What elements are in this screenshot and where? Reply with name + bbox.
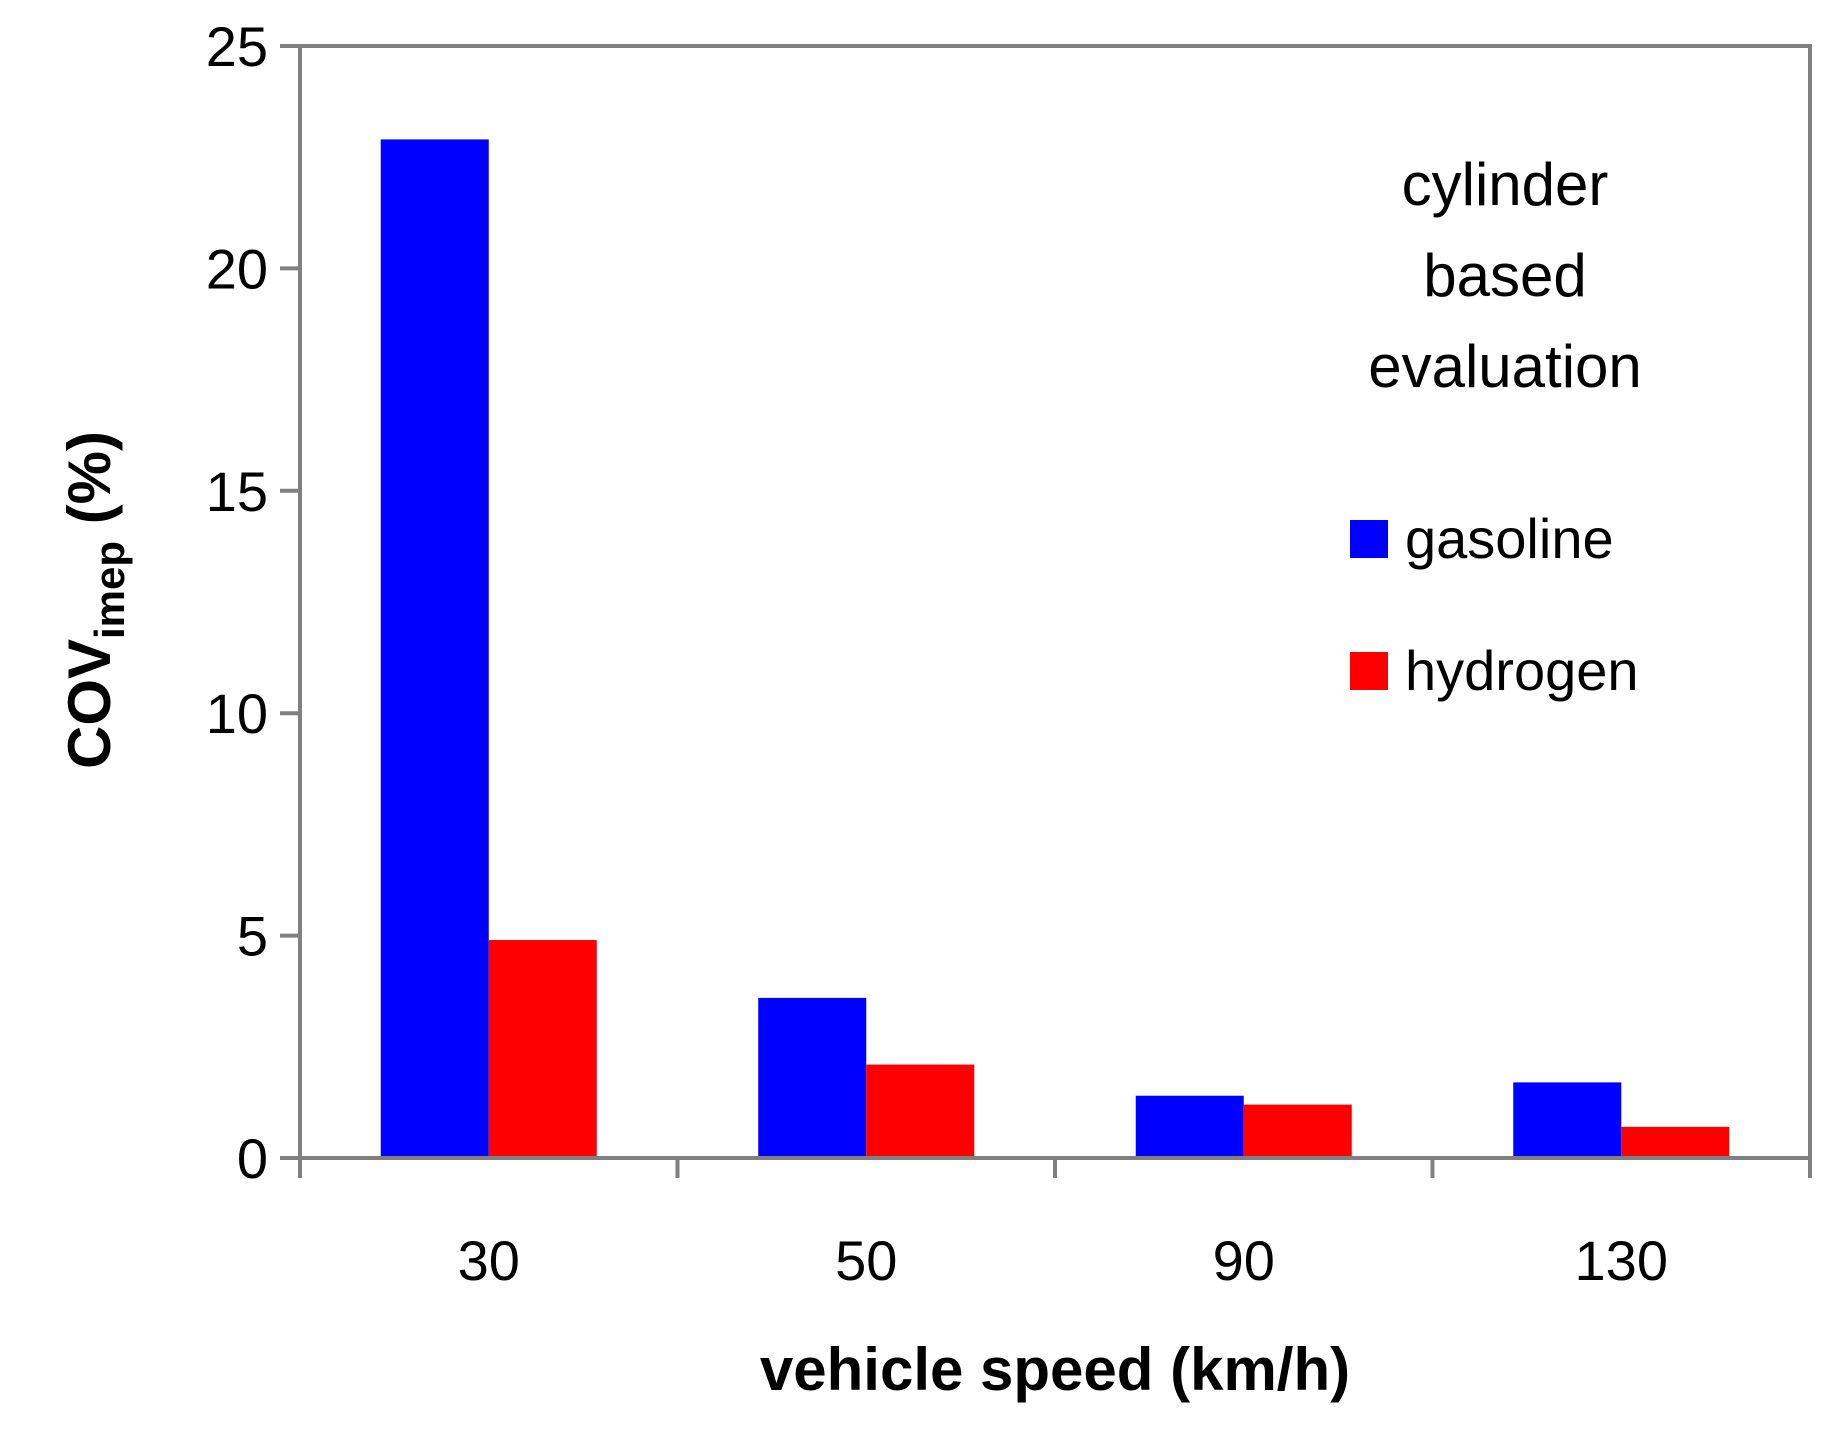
legend-swatch-gasoline: [1350, 520, 1388, 558]
y-tick-label: 25: [206, 15, 268, 78]
legend-label-gasoline: gasoline: [1405, 507, 1614, 570]
bar-hydrogen-50: [866, 1064, 975, 1158]
legend-label-hydrogen: hydrogen: [1405, 639, 1639, 702]
plot-area-border: [298, 44, 1812, 1160]
bar-hydrogen-130: [1621, 1126, 1730, 1158]
y-axis-title-suffix: (%): [56, 431, 123, 541]
y-axis-title: COVimep (%): [56, 431, 133, 769]
y-tick-label: 5: [237, 905, 268, 968]
x-tick-label: 30: [458, 1229, 520, 1292]
bars-group: [380, 139, 1730, 1158]
bar-gasoline-50: [758, 997, 867, 1158]
bar-hydrogen-90: [1243, 1104, 1352, 1158]
x-tick-label: 50: [835, 1229, 897, 1292]
bar-gasoline-90: [1135, 1095, 1244, 1158]
bar-gasoline-30: [380, 139, 489, 1158]
legend-swatch-hydrogen: [1350, 652, 1388, 690]
y-tick-label: 20: [206, 237, 268, 300]
bar-gasoline-130: [1513, 1082, 1622, 1158]
y-axis-title-main: COV: [56, 639, 123, 769]
x-tick-label: 130: [1575, 1229, 1668, 1292]
annotation-line-2: based: [1423, 242, 1586, 309]
bar-hydrogen-30: [488, 940, 597, 1158]
y-axis-title-subscript: imep: [86, 541, 133, 639]
y-tick-label: 0: [237, 1127, 268, 1190]
y-tick-label: 10: [206, 682, 268, 745]
y-tick-label: 15: [206, 460, 268, 523]
y-axis: 0 5 10 15 20 25: [206, 15, 300, 1190]
legend: gasoline hydrogen: [1350, 507, 1639, 702]
annotation-line-3: evaluation: [1368, 333, 1642, 400]
x-tick-label: 90: [1213, 1229, 1275, 1292]
x-axis-title: vehicle speed (km/h): [760, 1336, 1350, 1403]
annotation-line-1: cylinder: [1402, 151, 1609, 218]
x-axis: 30 50 90 130: [298, 1158, 1812, 1292]
